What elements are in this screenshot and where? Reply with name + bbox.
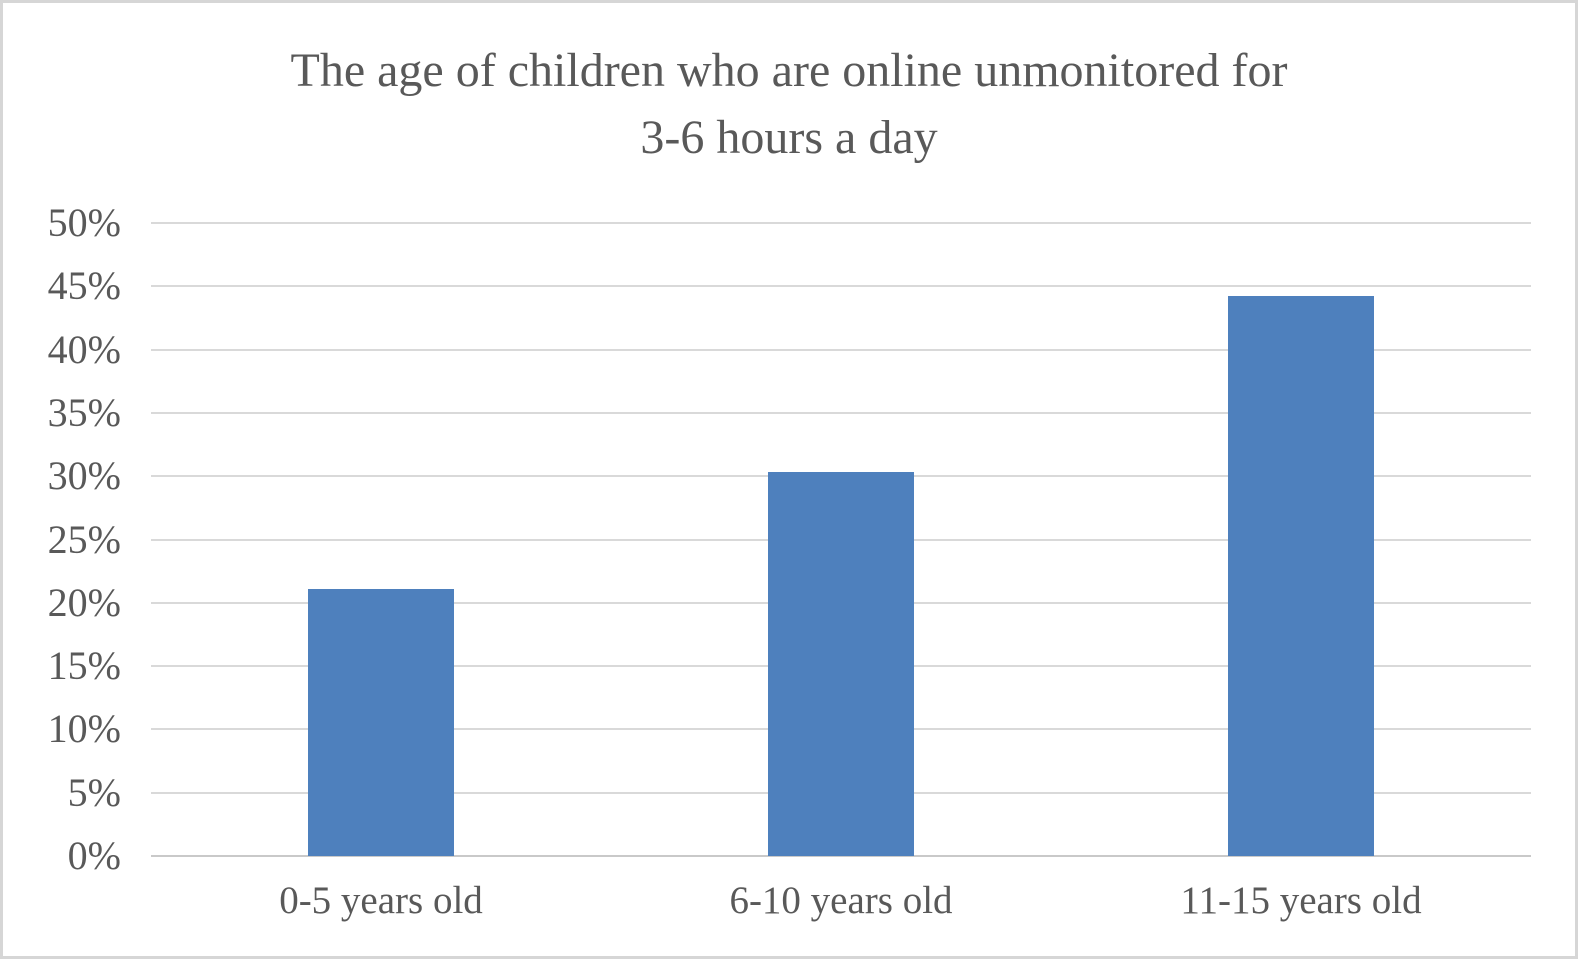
bar-0-5-years-old [307, 588, 454, 856]
y-axis-tick-label: 40% [47, 326, 121, 372]
y-axis-tick-label: 50% [47, 200, 121, 245]
y-axis-tick-label: 25% [47, 516, 121, 562]
x-axis-category-label: 0-5 years old [279, 879, 483, 922]
x-axis-line [151, 855, 1531, 857]
x-axis-category-label: 11-15 years old [1180, 879, 1422, 922]
y-axis-tick-label: 35% [47, 389, 121, 435]
gridline [151, 411, 1531, 414]
plot-area: 0% 5% 10% 15% 20% 25% 30% 35% 40% 45% 50% 0-5 year… [48, 200, 1531, 922]
chart-title: The age of children who are online unmon… [129, 37, 1449, 171]
y-axis-tick-label: 10% [47, 706, 121, 752]
bar-6-10-years-old [768, 472, 914, 856]
gridline [151, 285, 1531, 288]
gridline [151, 222, 1531, 224]
y-axis-tick-label: 30% [47, 453, 121, 499]
x-axis-category-label: 6-10 years old [729, 879, 953, 922]
y-axis-tick-label: 20% [47, 579, 121, 625]
y-axis-tick-label: 15% [47, 643, 121, 689]
y-axis-tick-label: 45% [47, 263, 121, 309]
chart-title-line: The age of children who are online unmon… [290, 44, 1288, 97]
chart-title-line: 3-6 hours a day [640, 111, 938, 165]
bar-11-15-years-old [1228, 296, 1374, 856]
gridline [151, 348, 1531, 351]
y-axis-tick-label: 0% [67, 833, 121, 878]
y-axis-tick-label: 5% [67, 769, 121, 815]
